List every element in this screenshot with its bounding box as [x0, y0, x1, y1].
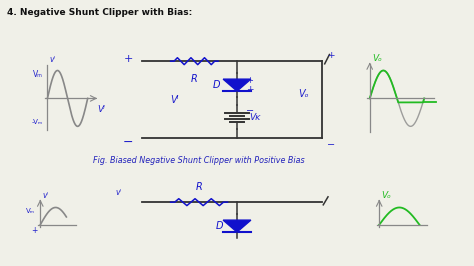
Text: +: + [32, 226, 38, 235]
Text: +: + [246, 76, 254, 85]
Text: −: − [246, 106, 255, 117]
Text: −: − [327, 140, 335, 150]
Text: vᴵ: vᴵ [50, 55, 55, 64]
Text: D: D [215, 221, 223, 231]
Text: −: − [122, 136, 133, 149]
Text: Vₒ: Vₒ [299, 89, 309, 99]
Text: -Vₘ: -Vₘ [31, 119, 43, 125]
Text: Vₒ: Vₒ [382, 190, 392, 200]
Polygon shape [223, 79, 251, 91]
Text: +: + [123, 53, 133, 64]
Polygon shape [223, 220, 251, 232]
Text: Vₒ: Vₒ [372, 53, 382, 63]
Text: vᴵ: vᴵ [43, 190, 48, 200]
Text: Vᴵ: Vᴵ [97, 105, 105, 114]
Text: R: R [191, 74, 198, 85]
Text: D: D [213, 80, 220, 90]
Text: Fig. Biased Negative Shunt Clipper with Positive Bias: Fig. Biased Negative Shunt Clipper with … [93, 156, 305, 165]
Text: Vₘ: Vₘ [27, 208, 36, 214]
Text: +: + [327, 51, 335, 60]
Text: Vₘ: Vₘ [33, 70, 43, 79]
Text: 4. Negative Shunt Clipper with Bias:: 4. Negative Shunt Clipper with Bias: [7, 8, 192, 17]
Text: Vᴵ: Vᴵ [171, 95, 179, 105]
Text: Vᴋ: Vᴋ [249, 113, 260, 122]
Text: +: + [246, 85, 254, 94]
Text: R: R [196, 181, 202, 192]
Text: vᴵ: vᴵ [116, 188, 121, 197]
